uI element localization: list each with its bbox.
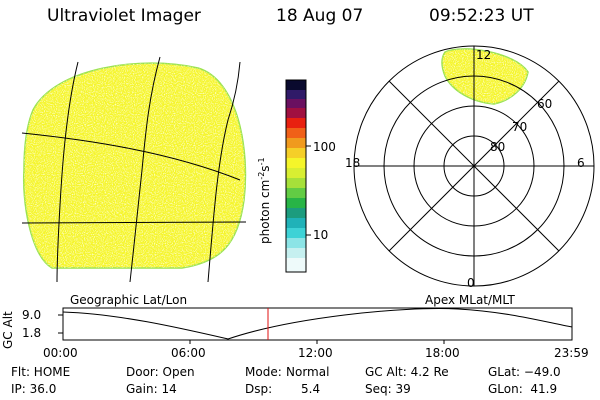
apex-panel-label: Apex MLat/MLT xyxy=(425,293,515,307)
status-glon: GLon: 41.9 xyxy=(488,382,558,396)
app-title: Ultraviolet Imager xyxy=(47,6,201,26)
status-mode-label: Mode: xyxy=(245,365,282,379)
date-label: 18 Aug 07 xyxy=(276,6,364,26)
geographic-image xyxy=(22,62,247,269)
polar-plot xyxy=(353,45,595,287)
time-tick-2359: 23:59 xyxy=(554,346,589,360)
altitude-tick-low: 1.8 xyxy=(22,326,42,340)
status-dsp-value: 5.4 xyxy=(301,382,321,396)
status-glat: GLat: −49.0 xyxy=(488,365,561,379)
geographic-panel-label: Geographic Lat/Lon xyxy=(70,293,188,307)
mlt-label-0: 0 xyxy=(467,276,475,290)
status-seq: Seq: 39 xyxy=(365,382,411,396)
time-label: 09:52:23 UT xyxy=(429,6,534,26)
lat-label-70: 70 xyxy=(512,120,528,134)
colorbar-unit-exp1: -2 xyxy=(257,171,266,180)
mlt-label-6: 6 xyxy=(577,156,585,170)
time-tick-0000: 00:00 xyxy=(43,346,78,360)
lat-label-80: 80 xyxy=(490,140,506,154)
altitude-axis-label: GC Alt xyxy=(1,311,15,349)
status-door: Door: Open xyxy=(126,365,195,379)
altitude-tick-high: 9.0 xyxy=(22,308,42,322)
status-gain: Gain: 14 xyxy=(126,382,177,396)
colorbar xyxy=(285,79,311,273)
mlt-label-12: 12 xyxy=(476,48,492,62)
status-dsp-label: Dsp: xyxy=(245,382,273,396)
colorbar-unit-s: s xyxy=(258,165,272,172)
time-tick-0600: 06:00 xyxy=(171,346,206,360)
time-tick-1800: 18:00 xyxy=(425,346,460,360)
status-gc-alt: GC Alt: 4.2 Re xyxy=(365,365,449,379)
status-flight: Flt: HOME xyxy=(11,365,71,379)
colorbar-tick-100: 100 xyxy=(313,140,336,154)
altitude-strip xyxy=(58,307,573,344)
colorbar-unit-exp2: -1 xyxy=(257,157,266,166)
time-tick-1200: 12:00 xyxy=(298,346,333,360)
colorbar-unit-base: photon cm xyxy=(258,179,272,244)
mlt-label-18: 18 xyxy=(345,156,361,170)
colorbar-unit-label: photon cm-2s-1 xyxy=(256,157,272,244)
status-ip: IP: 36.0 xyxy=(11,382,57,396)
lat-label-60: 60 xyxy=(537,97,553,111)
status-mode-value: Normal xyxy=(286,365,330,379)
colorbar-tick-10: 10 xyxy=(313,228,329,242)
geographic-grid xyxy=(21,56,247,283)
